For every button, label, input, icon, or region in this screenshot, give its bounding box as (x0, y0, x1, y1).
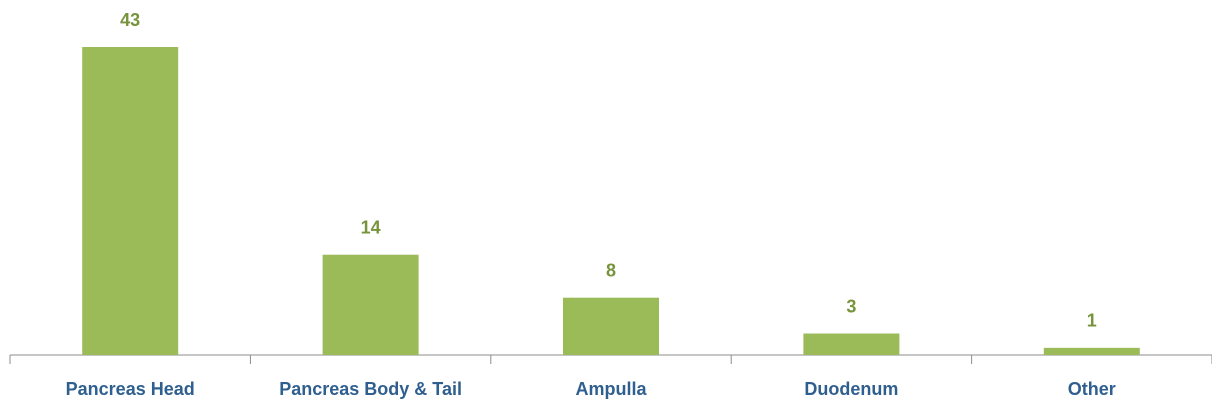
data-label: 43 (120, 10, 140, 30)
x-tick-label: Other (1068, 379, 1116, 399)
x-tick-label: Ampulla (575, 379, 647, 399)
x-tick-label: Pancreas Head (66, 379, 195, 399)
bar (1043, 347, 1140, 355)
bar (563, 297, 659, 355)
data-label: 14 (361, 217, 381, 237)
data-label: 3 (846, 296, 856, 316)
data-label: 1 (1087, 311, 1097, 331)
data-label: 8 (606, 260, 616, 280)
bar (322, 254, 419, 355)
bar (82, 47, 179, 355)
x-tick-label: Duodenum (804, 379, 898, 399)
x-tick-label: Pancreas Body & Tail (279, 379, 462, 399)
bar (803, 333, 900, 355)
